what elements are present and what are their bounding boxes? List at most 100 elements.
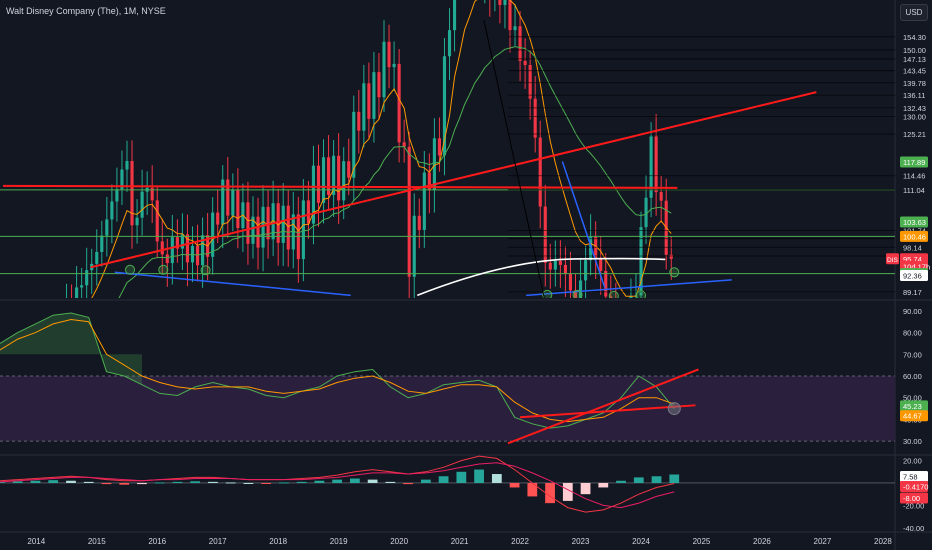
candle-body (85, 270, 89, 286)
rsi-line (0, 312, 675, 429)
candle-body (503, 0, 507, 5)
time-tick-label: 2016 (148, 537, 166, 546)
resistance-trendline (3, 184, 678, 189)
rsi-axis-label: 90.00 (903, 307, 922, 316)
macd-panel[interactable] (0, 455, 895, 513)
candle-body (120, 169, 124, 190)
price-level-label: 98.14 (903, 243, 922, 252)
candle-body (236, 190, 240, 229)
candle-body (226, 179, 230, 216)
candle-body (452, 0, 457, 31)
macd-histogram-bar (438, 476, 449, 483)
marker-circle (572, 289, 583, 298)
candle-body (155, 200, 159, 242)
candle-body (523, 60, 527, 66)
candle-body (311, 165, 316, 224)
macd-histogram-bar (279, 482, 289, 484)
time-axis[interactable]: 2014 2015 2016 2017 2018 2019 2020 2021 2022 2023… (0, 531, 932, 546)
macd-histogram-bar (474, 469, 484, 483)
macd-histogram-bar (598, 482, 609, 488)
time-tick-label: 2023 (572, 537, 590, 546)
rsi-axis-label: 80.00 (903, 329, 922, 338)
candle-body (578, 280, 583, 298)
candle-body (387, 41, 391, 68)
time-tick-label: 2017 (209, 537, 227, 546)
candle-body (407, 146, 411, 277)
candle-body (422, 172, 426, 230)
candle-body (352, 111, 356, 178)
candle-body (629, 296, 633, 298)
candle-body (644, 197, 648, 228)
candle-body (619, 327, 622, 331)
marker-circle (542, 289, 553, 298)
candle-body (604, 270, 608, 297)
candle-body (246, 202, 250, 244)
chart-title: Walt Disney Company (The), 1M, NYSE (6, 6, 166, 16)
macd-histogram-bar (545, 482, 555, 504)
macd-axis-label: -40.00 (903, 524, 924, 533)
candle-body (568, 273, 573, 291)
time-tick-label: 2019 (330, 537, 348, 546)
time-tick-label: 2027 (814, 537, 832, 546)
price-panel[interactable] (0, 0, 895, 403)
time-tick-label: 2020 (390, 537, 408, 546)
macd-histogram-bar (562, 482, 573, 501)
candle-body (221, 179, 225, 225)
time-tick-label: 2028 (874, 537, 892, 546)
candle-body (342, 161, 346, 201)
candle-body (347, 161, 351, 178)
macd-histogram-bar (616, 480, 626, 483)
time-tick-label: 2014 (27, 537, 45, 546)
candle-body (256, 216, 260, 248)
macd-histogram-bar (12, 481, 23, 483)
candle-body (115, 189, 119, 202)
rsi-panel[interactable] (0, 312, 895, 445)
rsi-trendline (519, 404, 696, 419)
time-tick-label: 2022 (511, 537, 529, 546)
price-level-label: 114.46 (903, 172, 925, 181)
ema-slow-line (118, 46, 672, 298)
macd-histogram-bar (420, 479, 431, 483)
candle-body (639, 227, 643, 296)
time-tick-label: 2026 (753, 537, 771, 546)
macd-histogram-bar (190, 481, 201, 483)
marker-circle (669, 267, 680, 278)
macd-histogram-bar (456, 471, 467, 483)
macd-histogram-bar (527, 482, 538, 497)
candle-body (125, 161, 129, 170)
macd-histogram-bar (491, 474, 502, 483)
value-badge-label: -8.00 (903, 494, 920, 503)
candle-body (160, 241, 164, 255)
blue-support-line (526, 279, 732, 297)
candle-body (110, 201, 114, 220)
macd-histogram-bar (669, 474, 680, 483)
currency-button[interactable]: USD (900, 4, 928, 21)
ema-fast-line (91, 0, 672, 298)
candle-body (367, 83, 371, 119)
candle-body (584, 260, 588, 281)
price-level-label: 89.17 (903, 288, 922, 297)
candle-body (266, 206, 270, 240)
macd-histogram-bar (83, 481, 94, 483)
candle-body (175, 237, 179, 249)
candle-body (332, 155, 336, 195)
macd-histogram-bar (314, 480, 325, 483)
candle-body (327, 157, 331, 195)
rsi-axis-label: 60.00 (903, 372, 922, 381)
candle-body (659, 192, 663, 201)
rsi-axis-label: 50.00 (903, 394, 922, 403)
macd-histogram-bar (580, 482, 591, 495)
candle-body (397, 63, 401, 143)
candle-body (150, 187, 154, 201)
price-level-label: 139.78 (903, 79, 926, 88)
white-curve-line (416, 257, 666, 297)
candle-body (251, 216, 255, 244)
price-level-label: 143.45 (903, 67, 926, 76)
candle-body (392, 63, 396, 68)
candle-body (362, 83, 366, 131)
macd-histogram-bar (261, 482, 272, 484)
candle-body (649, 136, 653, 198)
value-badge (900, 410, 928, 422)
candle-body (669, 254, 673, 259)
